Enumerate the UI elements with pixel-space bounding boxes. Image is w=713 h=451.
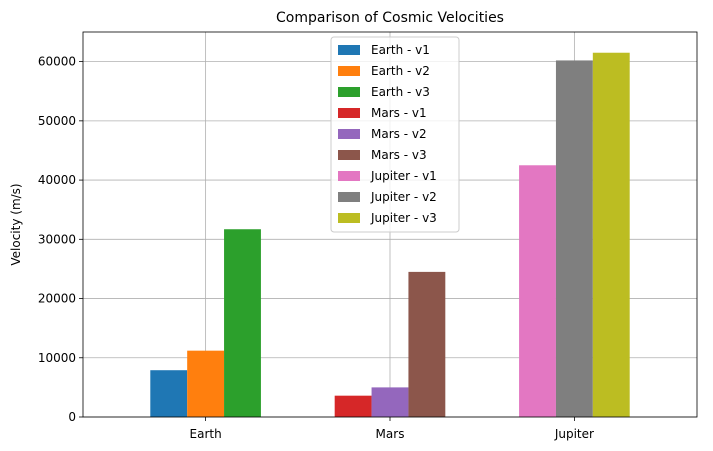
bar-mars-v2 [371,387,409,417]
legend-label: Earth - v2 [371,64,430,78]
legend-label: Earth - v3 [371,85,430,99]
y-axis-label: Velocity (m/s) [9,183,23,265]
axes [79,31,698,421]
legend-label: Mars - v2 [371,127,427,141]
y-tick-label: 0 [68,410,76,424]
bar-earth-v1 [150,370,188,417]
x-tick-label: Mars [376,427,405,441]
bar-earth-v2 [187,350,225,417]
legend-swatch [338,66,360,76]
bar-jupiter-v3 [592,52,630,417]
bar-mars-v3 [408,271,446,417]
x-tick-label: Earth [190,427,222,441]
y-tick-label: 60000 [38,55,76,69]
bars [150,52,630,417]
legend-swatch [338,108,360,118]
y-tick-label: 20000 [38,292,76,306]
y-tick-label: 30000 [38,232,76,246]
bar-mars-v1 [334,395,372,417]
legend-swatch [338,87,360,97]
y-tick-label: 50000 [38,114,76,128]
legend-label: Jupiter - v3 [370,211,437,225]
y-tick-label: 40000 [38,173,76,187]
legend-label: Earth - v1 [371,43,430,57]
legend-label: Jupiter - v2 [370,190,437,204]
legend-swatch [338,129,360,139]
legend[interactable]: Earth - v1 Earth - v2 Earth - v3 Mars - v1 M… [330,36,460,233]
legend-swatch [338,213,360,223]
y-tick-label: 10000 [38,351,76,365]
legend-label: Mars - v3 [371,148,427,162]
legend-swatch [338,171,360,181]
x-tick-label: Jupiter [554,427,594,441]
legend-swatch [338,45,360,55]
legend-box [330,36,460,233]
bar-jupiter-v2 [555,60,593,417]
legend-label: Jupiter - v1 [370,169,437,183]
chart-title: Comparison of Cosmic Velocities [276,10,504,26]
legend-label: Mars - v1 [371,106,427,120]
bar-jupiter-v1 [519,165,556,417]
legend-swatch [338,150,360,160]
plot-frame [82,31,698,418]
bar-earth-v3 [224,229,261,417]
tick-labels: 0 10000 20000 30000 40000 50000 60000 Earth Mars… [38,55,594,441]
legend-swatch [338,192,360,202]
